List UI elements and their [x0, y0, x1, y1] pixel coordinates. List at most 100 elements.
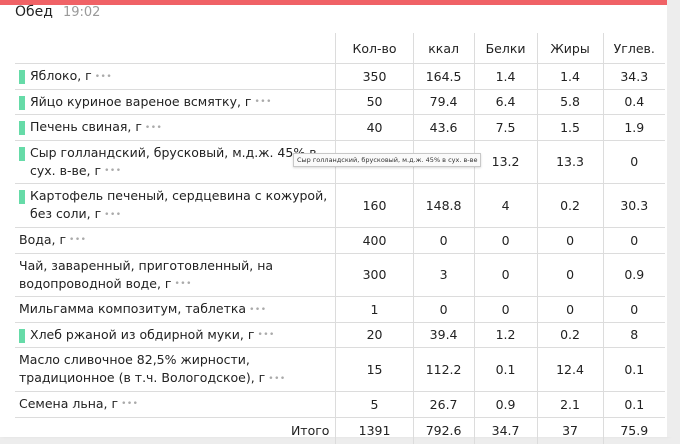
cell-qty: 350 — [335, 63, 414, 89]
table-row[interactable]: Семена льна, г ••• 5 26.7 0.9 2.1 0.1 — [15, 390, 665, 417]
cell-fat: 0 — [536, 252, 604, 297]
more-options-icon[interactable]: ••• — [94, 71, 113, 82]
food-name-cell[interactable]: Чай, заваренный, приготовленный, на водо… — [15, 252, 336, 297]
table-row[interactable]: Чай, заваренный, приготовленный, на водо… — [15, 252, 665, 297]
cell-kcal: 164.5 — [412, 63, 475, 89]
meal-header: Обед 19:02 — [15, 4, 100, 24]
total-kcal: 792.6 — [412, 416, 475, 444]
card-accent-bar — [0, 0, 667, 5]
food-name: Хлеб ржаной из обдирной муки, г — [30, 326, 255, 342]
more-options-icon[interactable]: ••• — [121, 399, 139, 410]
cell-protein: 0.1 — [473, 347, 538, 391]
header-fat: Жиры — [536, 33, 604, 64]
food-name-cell[interactable]: Яйцо куриное вареное всмятку, г ••• — [15, 88, 336, 115]
food-marker — [19, 121, 25, 135]
cell-fat: 1.5 — [536, 114, 604, 140]
more-options-icon[interactable]: ••• — [254, 97, 272, 107]
food-name-cell[interactable]: Мильгамма композитум, таблетка ••• — [15, 296, 336, 322]
cell-qty: 300 — [335, 252, 414, 297]
food-name-cell[interactable]: Картофель печеный, сердцевина с кожурой,… — [15, 183, 336, 227]
cell-kcal: 3 — [412, 252, 475, 297]
more-options-icon[interactable]: ••• — [257, 330, 275, 340]
total-carbs: 75.9 — [602, 416, 665, 444]
more-options-icon[interactable]: ••• — [144, 122, 163, 133]
cell-kcal: 43.6 — [412, 114, 475, 140]
cell-protein: 0 — [473, 252, 538, 297]
cell-carbs: 8 — [602, 321, 665, 348]
cell-kcal: 0 — [412, 296, 475, 322]
more-options-icon[interactable]: ••• — [268, 373, 286, 384]
food-name: Картофель печеный, сердцевина с кожурой,… — [30, 188, 328, 221]
food-name: Яблоко, г — [30, 68, 92, 83]
food-name-cell[interactable]: Семена льна, г ••• — [15, 390, 336, 417]
more-options-icon[interactable]: ••• — [69, 235, 87, 246]
cell-qty: 50 — [335, 88, 414, 115]
cell-carbs: 30.3 — [602, 183, 665, 227]
table-row[interactable]: Вода, г ••• 400 0 0 0 0 — [15, 226, 665, 253]
cell-protein: 13.2 — [473, 139, 538, 184]
table-row[interactable]: Яйцо куриное вареное всмятку, г ••• 50 79.4… — [15, 88, 665, 115]
table-header-row: Кол-во ккал Белки Жиры Углев. — [15, 33, 665, 64]
cell-kcal: 79.4 — [412, 88, 475, 115]
cell-fat: 0.2 — [536, 183, 604, 227]
cell-kcal: 112.2 — [412, 347, 475, 391]
food-name: Печень свиная, г — [30, 119, 142, 134]
table-row[interactable]: Масло сливочное 82,5% жирности, традицио… — [15, 347, 665, 391]
food-marker — [19, 328, 25, 343]
header-carbs: Углев. — [602, 33, 665, 64]
food-name-cell[interactable]: Масло сливочное 82,5% жирности, традицио… — [15, 347, 336, 391]
food-marker — [19, 190, 25, 204]
total-fat: 37 — [536, 416, 604, 444]
header-qty: Кол-во — [335, 33, 414, 64]
table-row[interactable]: Хлеб ржаной из обдирной муки, г ••• 20 39.4… — [15, 321, 665, 348]
more-options-icon[interactable]: ••• — [249, 304, 267, 315]
cell-carbs: 0.9 — [602, 252, 665, 297]
cell-carbs: 0 — [602, 296, 665, 322]
food-name-cell[interactable]: Яблоко, г ••• — [15, 63, 336, 89]
total-qty: 1391 — [335, 416, 414, 444]
total-label: Итого — [15, 416, 336, 444]
cell-protein: 6.4 — [473, 88, 538, 115]
cell-kcal: 0 — [412, 226, 475, 253]
food-name-cell[interactable]: Вода, г ••• — [15, 226, 336, 253]
food-name: Масло сливочное 82,5% жирности, традицио… — [19, 352, 266, 385]
cell-protein: 0.9 — [473, 390, 538, 417]
cell-carbs: 0 — [602, 139, 665, 184]
food-name-cell[interactable]: Сыр голландский, брусковый, м.д.ж. 45% в… — [15, 139, 336, 184]
food-name-cell[interactable]: Хлеб ржаной из обдирной муки, г ••• — [15, 321, 336, 348]
food-name: Вода, г — [19, 231, 67, 247]
more-options-icon[interactable]: ••• — [174, 279, 192, 289]
food-name-cell[interactable]: Печень свиная, г ••• — [15, 114, 336, 140]
more-options-icon[interactable]: ••• — [104, 166, 122, 176]
cell-fat: 13.3 — [536, 139, 604, 184]
cell-kcal: 26.7 — [412, 390, 475, 417]
cell-protein: 1.2 — [473, 321, 538, 348]
cell-carbs: 0 — [602, 226, 665, 253]
food-name: Мильгамма композитум, таблетка — [19, 301, 247, 316]
total-protein: 34.7 — [473, 416, 538, 444]
cell-qty: 1 — [335, 296, 414, 322]
cell-protein: 1.4 — [473, 63, 538, 89]
more-options-icon[interactable]: ••• — [104, 209, 122, 220]
page-background — [667, 0, 680, 437]
table-row[interactable]: Яблоко, г ••• 350 164.5 1.4 1.4 34.3 — [15, 63, 665, 89]
table-row[interactable]: Печень свиная, г ••• 40 43.6 7.5 1.5 1.9 — [15, 114, 665, 140]
food-marker — [19, 146, 25, 161]
cell-carbs: 1.9 — [602, 114, 665, 140]
food-name: Яйцо куриное вареное всмятку, г — [30, 93, 252, 109]
cell-protein: 0 — [473, 226, 538, 253]
cell-carbs: 0.1 — [602, 390, 665, 417]
food-name: Чай, заваренный, приготовленный, на водо… — [19, 257, 274, 291]
cell-fat: 0 — [536, 296, 604, 322]
cell-qty: 400 — [335, 226, 414, 253]
cell-qty: 160 — [335, 183, 414, 227]
cell-qty: 40 — [335, 114, 414, 140]
cell-qty: 20 — [335, 321, 414, 348]
table-row[interactable]: Картофель печеный, сердцевина с кожурой,… — [15, 183, 665, 227]
food-name: Семена льна, г — [19, 395, 119, 411]
total-row: Итого 1391 792.6 34.7 37 75.9 — [15, 416, 665, 444]
cell-fat: 1.4 — [536, 63, 604, 89]
cell-fat: 2.1 — [536, 390, 604, 417]
table-row[interactable]: Мильгамма композитум, таблетка ••• 1 0 0 0 0 — [15, 296, 665, 322]
